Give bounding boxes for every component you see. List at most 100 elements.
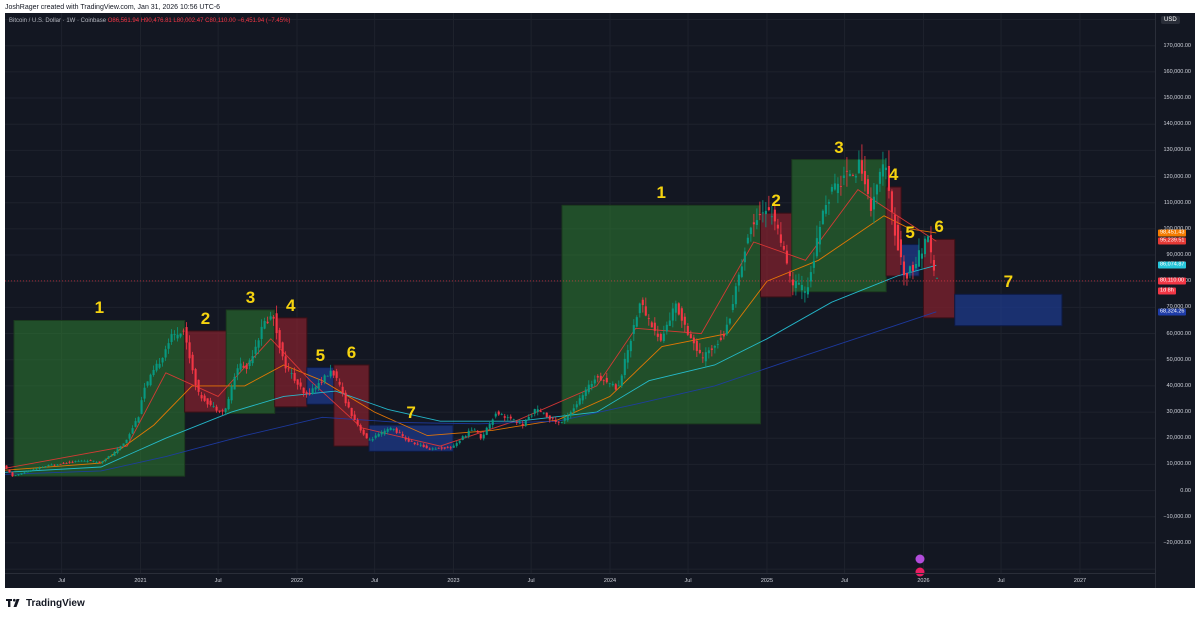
candle-body — [818, 226, 821, 245]
time-tick-label: 2023 — [447, 578, 460, 584]
candle-body — [713, 345, 716, 348]
candle-body — [407, 438, 410, 442]
candle-body — [485, 427, 488, 435]
candle-body — [251, 355, 254, 364]
candle-body — [809, 272, 812, 282]
price-tick-label: 160,000.00 — [1163, 68, 1191, 75]
time-axis[interactable]: Jul 2021 Jul 2022 Jul 2023 Jul 2024 Jul 2025 Jul 20… — [5, 573, 1155, 588]
wave-box-1 — [13, 319, 186, 477]
candle-body — [827, 201, 830, 204]
candle-body — [134, 421, 137, 427]
wave-box-10 — [791, 159, 887, 293]
candle-body — [65, 463, 68, 464]
candle-body — [272, 316, 275, 319]
candle-body — [527, 416, 530, 420]
candle-body — [368, 439, 371, 441]
candle-body — [464, 436, 467, 438]
candle-body — [374, 435, 377, 438]
candle-body — [122, 443, 125, 446]
candle-body — [626, 350, 629, 363]
currency-label[interactable]: USD — [1161, 16, 1180, 24]
time-tick-label: Jul — [841, 578, 849, 584]
candle-body — [716, 344, 719, 346]
candle-body — [494, 413, 497, 417]
time-tick-label: 2025 — [760, 578, 774, 584]
candle-body — [356, 419, 359, 425]
candle-body — [470, 429, 473, 431]
event-icon-red[interactable] — [915, 567, 925, 577]
candle-body — [242, 365, 245, 368]
candle-body — [611, 383, 614, 386]
candle-body — [500, 414, 503, 415]
wave-label-1: 1 — [94, 298, 105, 318]
candle-body — [155, 363, 158, 371]
candle-body — [515, 422, 518, 424]
candle-body — [734, 286, 737, 305]
price-tag-2: 95,239.51 — [1158, 237, 1187, 245]
candle-body — [113, 452, 116, 456]
time-tick-label: 2022 — [290, 578, 304, 584]
candle-body — [815, 238, 818, 257]
candle-body — [680, 308, 683, 321]
candle-body — [887, 165, 890, 191]
candle-body — [176, 334, 179, 339]
candle-body — [185, 327, 188, 343]
candle-body — [212, 406, 215, 407]
price-tag-5: 1d 8h — [1158, 287, 1176, 295]
candle-body — [20, 473, 23, 475]
price-tick-label: −10,000.00 — [1163, 513, 1191, 520]
symbol-name: Bitcoin / U.S. Dollar · 1W · Coinbase — [9, 18, 107, 24]
wave-label-6: 6 — [346, 342, 357, 362]
candle-body — [632, 325, 635, 334]
time-tick-label: Jul — [684, 578, 692, 584]
price-tick-label: 70,000.00 — [1167, 304, 1191, 310]
candle-body — [812, 260, 815, 268]
candle-body — [260, 326, 263, 339]
candle-body — [548, 415, 551, 420]
candle-body — [101, 461, 104, 463]
candle-body — [653, 322, 656, 331]
price-axis[interactable]: USD −20,000.00 −10,000.00 0.00 10,000.00 20,… — [1155, 13, 1195, 588]
wave-label-12: 5 — [905, 222, 915, 242]
candle-body — [569, 412, 572, 416]
candle-body — [572, 408, 575, 412]
candle-body — [638, 303, 641, 314]
candle-body — [161, 357, 164, 363]
event-icon-purple[interactable] — [915, 554, 925, 564]
candle-body — [110, 455, 113, 457]
candle-body — [788, 271, 791, 277]
candle-body — [284, 356, 287, 369]
candle-body — [707, 350, 710, 354]
candle-body — [542, 412, 545, 414]
symbol-legend[interactable]: Bitcoin / U.S. Dollar · 1W · Coinbase O8… — [9, 17, 290, 25]
candle-body — [344, 392, 347, 404]
candle-body — [476, 430, 479, 433]
candle-body — [458, 440, 461, 443]
moving-average-4 — [5, 311, 937, 475]
candle-body — [737, 274, 740, 286]
candle-body — [755, 220, 758, 226]
candle-body — [254, 346, 257, 354]
candle-body — [74, 461, 77, 462]
candle-body — [554, 420, 557, 422]
candle-body — [731, 304, 734, 310]
candle-body — [584, 389, 587, 396]
wave-label-9: 2 — [771, 191, 781, 211]
candle-body — [854, 175, 857, 178]
candle-body — [410, 440, 413, 442]
candle-body — [467, 430, 470, 436]
candle-body — [524, 420, 527, 426]
candle-body — [158, 363, 161, 368]
price-tag-6: 68,324.26 — [1158, 308, 1187, 316]
price-plot[interactable] — [5, 13, 1155, 573]
candle-body — [59, 463, 62, 465]
candle-body — [803, 291, 806, 293]
candle-body — [98, 461, 101, 463]
candle-body — [338, 381, 341, 385]
candle-body — [29, 470, 32, 472]
candle-body — [179, 333, 182, 337]
price-tag-3: 86,074.87 — [1158, 261, 1187, 269]
candle-body — [566, 416, 569, 421]
candle-body — [104, 459, 107, 462]
